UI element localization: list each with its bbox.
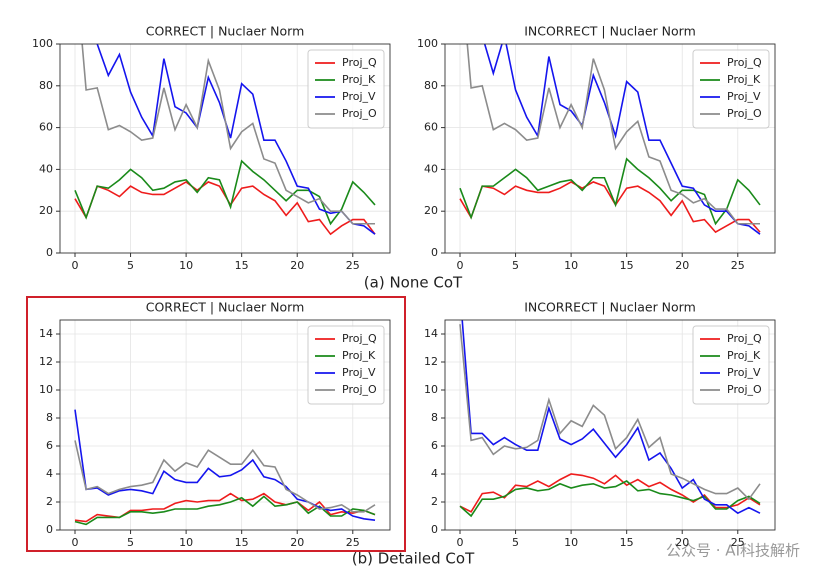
x-tick-label: 10 [179,259,193,272]
series-line [459,480,761,518]
series-line [459,157,761,226]
y-tick-label: 100 [32,37,53,50]
plot-frame [59,319,391,531]
legend-label: Proj_V [727,90,761,103]
y-tick-label: 10 [39,383,53,396]
series-line [74,159,376,226]
legend-label: Proj_O [727,383,762,396]
chart-title: CORRECT | Nuclaer Norm [146,24,305,39]
series-line [459,181,761,234]
y-tick-label: 20 [424,204,438,217]
x-tick-label: 25 [346,536,360,549]
y-tick-label: 0 [431,246,438,259]
plot-frame [444,319,776,531]
series-line [461,320,761,515]
legend-label: Proj_O [727,107,762,120]
x-tick-label: 20 [675,259,689,272]
series-line [81,44,375,225]
plot-frame [444,43,776,254]
x-tick-label: 20 [675,536,689,549]
legend-label: Proj_V [727,366,761,379]
series-line [74,440,376,513]
legend-label: Proj_Q [342,56,377,69]
y-tick-label: 10 [424,383,438,396]
legend-label: Proj_Q [727,56,762,69]
chart-title: INCORRECT | Nuclaer Norm [524,300,696,315]
x-tick-label: 15 [620,536,634,549]
x-tick-label: 0 [457,536,464,549]
y-tick-label: 2 [46,495,53,508]
y-tick-label: 6 [431,439,438,452]
y-tick-label: 8 [431,411,438,424]
series-line [74,495,376,526]
legend-label: Proj_K [727,73,761,86]
y-tick-label: 60 [39,121,53,134]
chart-title: INCORRECT | Nuclaer Norm [524,24,696,39]
series-line [466,44,760,225]
y-tick-label: 0 [46,246,53,259]
x-tick-label: 0 [72,259,79,272]
chart-title: CORRECT | Nuclaer Norm [146,300,305,315]
legend-label: Proj_V [342,90,376,103]
legend-box [692,49,770,129]
plot-frame [59,43,391,254]
y-tick-label: 80 [424,79,438,92]
series-line [459,324,761,501]
y-tick-label: 8 [46,411,53,424]
x-tick-label: 0 [457,259,464,272]
x-tick-label: 5 [512,536,519,549]
x-tick-label: 15 [235,536,249,549]
y-tick-label: 0 [431,523,438,536]
x-tick-label: 20 [290,536,304,549]
y-tick-label: 4 [46,467,53,480]
legend-label: Proj_O [342,107,377,120]
legend-label: Proj_V [342,366,376,379]
legend-box [307,49,385,129]
x-tick-label: 15 [235,259,249,272]
caption: (b) Detailed CoT [352,550,475,568]
x-tick-label: 25 [731,536,745,549]
x-tick-label: 25 [731,259,745,272]
legend-label: Proj_K [342,349,376,362]
y-tick-label: 100 [417,37,438,50]
y-tick-label: 6 [46,439,53,452]
y-tick-label: 0 [46,523,53,536]
legend-label: Proj_Q [342,332,377,345]
y-tick-label: 60 [424,121,438,134]
legend-label: Proj_Q [727,332,762,345]
y-tick-label: 4 [431,467,438,480]
y-tick-label: 12 [39,355,53,368]
legend-box [692,325,770,405]
x-tick-label: 25 [346,259,360,272]
caption: (a) None CoT [364,274,463,292]
y-tick-label: 14 [424,327,438,340]
y-tick-label: 20 [39,204,53,217]
y-tick-label: 40 [424,162,438,175]
x-tick-label: 15 [620,259,634,272]
y-tick-label: 2 [431,495,438,508]
x-tick-label: 5 [127,536,134,549]
y-tick-label: 80 [39,79,53,92]
legend-label: Proj_K [342,73,376,86]
y-tick-label: 40 [39,162,53,175]
x-tick-label: 10 [564,536,578,549]
x-tick-label: 20 [290,259,304,272]
highlight-box [26,296,406,552]
legend-box [307,325,385,405]
series-line [74,180,376,236]
x-tick-label: 5 [127,259,134,272]
x-tick-label: 5 [512,259,519,272]
watermark: 公众号 · AI科技解析 [666,542,800,560]
x-tick-label: 10 [179,536,193,549]
y-tick-label: 14 [39,327,53,340]
x-tick-label: 10 [564,259,578,272]
legend-label: Proj_O [342,383,377,396]
x-tick-label: 0 [72,536,79,549]
legend-label: Proj_K [727,349,761,362]
y-tick-label: 12 [424,355,438,368]
